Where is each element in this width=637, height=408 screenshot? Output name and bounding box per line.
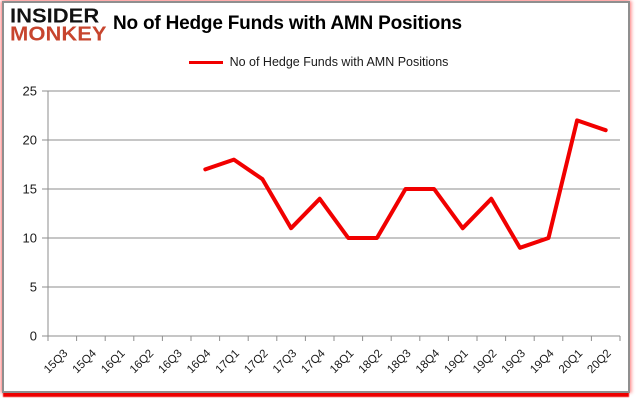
svg-text:15: 15 — [23, 182, 37, 197]
svg-text:5: 5 — [30, 280, 37, 295]
logo-line-insider: INSIDER — [10, 4, 100, 28]
svg-text:19Q1: 19Q1 — [442, 348, 470, 376]
svg-text:17Q2: 17Q2 — [242, 348, 270, 376]
svg-text:20Q1: 20Q1 — [557, 348, 585, 376]
svg-text:18Q4: 18Q4 — [414, 347, 443, 376]
svg-text:25: 25 — [23, 84, 37, 99]
svg-text:19Q4: 19Q4 — [528, 347, 557, 376]
svg-text:16Q1: 16Q1 — [99, 348, 127, 376]
svg-text:16Q4: 16Q4 — [185, 347, 214, 376]
svg-text:17Q4: 17Q4 — [299, 347, 328, 376]
svg-text:16Q3: 16Q3 — [156, 348, 184, 376]
chart-title: No of Hedge Funds with AMN Positions — [113, 13, 462, 34]
svg-text:18Q1: 18Q1 — [328, 348, 356, 376]
svg-text:19Q2: 19Q2 — [471, 348, 499, 376]
svg-text:15Q3: 15Q3 — [42, 348, 70, 376]
svg-text:18Q3: 18Q3 — [385, 348, 413, 376]
legend-line-swatch — [188, 60, 223, 64]
svg-text:0: 0 — [30, 329, 37, 344]
svg-text:20: 20 — [23, 133, 37, 148]
svg-text:15Q4: 15Q4 — [71, 347, 100, 376]
legend: No of Hedge Funds with AMN Positions — [0, 55, 637, 69]
insider-monkey-logo: INSIDER MONKEY — [10, 4, 107, 46]
svg-text:17Q1: 17Q1 — [214, 348, 242, 376]
svg-text:17Q3: 17Q3 — [271, 348, 299, 376]
chart-frame — [2, 1, 630, 393]
svg-text:20Q2: 20Q2 — [585, 348, 613, 376]
svg-text:19Q3: 19Q3 — [500, 348, 528, 376]
svg-text:10: 10 — [23, 231, 37, 246]
svg-text:18Q2: 18Q2 — [357, 348, 385, 376]
svg-text:16Q2: 16Q2 — [128, 348, 156, 376]
legend-label: No of Hedge Funds with AMN Positions — [229, 55, 449, 69]
logo-line-monkey: MONKEY — [10, 22, 107, 46]
